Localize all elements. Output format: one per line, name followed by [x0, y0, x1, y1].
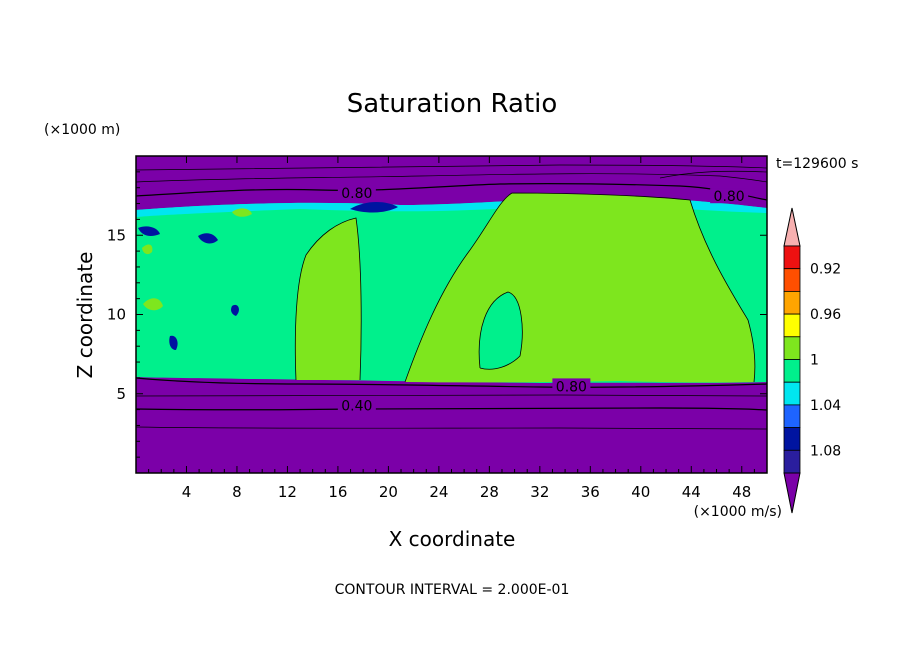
x-tick-label: 12: [278, 483, 297, 501]
x-axis-ticks: 4 8 12 16 20 24 28 32 36 40 44 48: [148, 156, 755, 501]
saturated-patch-left: [142, 208, 252, 311]
x-tick-label: 40: [631, 483, 650, 501]
colorbar-swatch: [783, 313, 801, 338]
colorbar-top-triangle: [783, 207, 801, 247]
colorbar-swatch: [783, 381, 801, 406]
y-tick-label: 5: [116, 385, 126, 403]
colorbar-label: 0.96: [810, 307, 841, 323]
x-tick-label: 32: [530, 483, 549, 501]
contour-label: 0.80: [556, 379, 587, 395]
colorbar-swatch: [783, 449, 801, 474]
colorbar-label: 1.08: [810, 443, 841, 459]
colorbar-swatch: [783, 404, 801, 428]
y-unit-label: (×1000 m): [44, 122, 120, 138]
deep-patch: [138, 201, 398, 350]
colorbar-label: 0.92: [810, 262, 841, 278]
y-axis-title: Z coordinate: [73, 252, 97, 379]
time-label: t=129600 s: [776, 156, 858, 172]
x-tick-label: 20: [379, 483, 398, 501]
x-tick-label: 48: [732, 483, 751, 501]
colorbar-swatch: [783, 268, 801, 292]
colorbar: 1.08 1.04 1 0.96 0.92: [783, 207, 841, 514]
chart-title: Saturation Ratio: [347, 89, 558, 119]
y-tick-label: 15: [107, 226, 126, 244]
contour-line-saturation: [294, 192, 756, 383]
contour-interval-footer: CONTOUR INTERVAL = 2.000E-01: [335, 582, 570, 598]
y-tick-label: 10: [107, 306, 126, 324]
contour-line-080-top: [136, 183, 767, 201]
contour-line-080-bottom: [136, 377, 767, 388]
x-unit-label: (×1000 m/s): [694, 504, 782, 520]
moist-pocket: [479, 292, 523, 370]
contour-label: 0.40: [341, 398, 372, 414]
x-tick-label: 36: [581, 483, 600, 501]
colorbar-label: 1.04: [810, 398, 841, 414]
x-tick-label: 16: [328, 483, 347, 501]
contour-label-bg: [337, 397, 376, 413]
contour-line-040: [136, 407, 767, 411]
x-tick-label: 24: [429, 483, 448, 501]
colorbar-swatch: [783, 427, 801, 451]
x-tick-label: 28: [480, 483, 499, 501]
x-axis-title: X coordinate: [389, 527, 516, 551]
contour-label: 0.80: [341, 186, 372, 202]
contour-labels: 0.80 0.80 0.80 0.40: [337, 185, 749, 414]
colorbar-bottom-triangle: [783, 472, 801, 514]
contour-label-bg: [552, 378, 591, 394]
x-tick-label: 8: [232, 483, 242, 501]
contour-label: 0.80: [714, 189, 745, 205]
colorbar-swatch: [783, 359, 801, 383]
saturated-region-left: [295, 218, 362, 380]
colorbar-swatch: [783, 336, 801, 360]
plot-area: 0.80 0.80 0.80 0.40: [136, 156, 767, 473]
y-axis-ticks: 5 10 15: [107, 171, 767, 458]
x-tick-label: 44: [682, 483, 701, 501]
colorbar-swatch: [783, 290, 801, 315]
contour-label-bg: [337, 185, 376, 201]
colorbar-label: 1: [810, 353, 819, 369]
contour-line-lower-thin: [136, 394, 767, 430]
x-tick-label: 4: [182, 483, 192, 501]
contour-label-bg: [710, 188, 749, 204]
colorbar-swatch: [783, 245, 801, 270]
